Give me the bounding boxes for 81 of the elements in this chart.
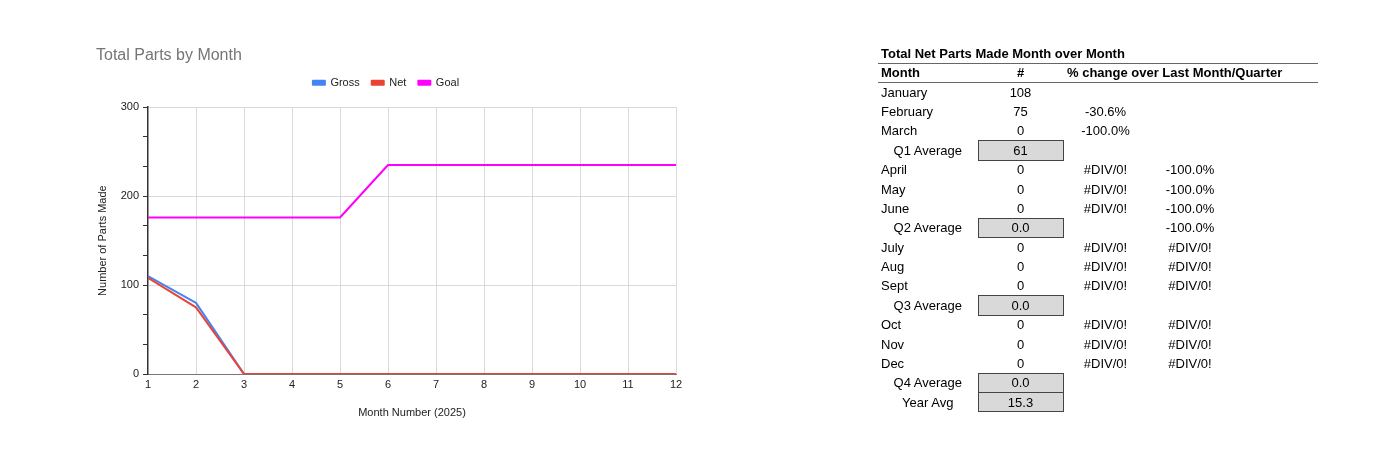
x-tick-label: 2 (192, 377, 200, 390)
category-label: June (880, 199, 911, 218)
category-label: May (880, 180, 907, 199)
data-label: #DIV/0! (1082, 354, 1129, 373)
data-label: -100.0% (1164, 219, 1216, 238)
data-label: 0 (1015, 199, 1026, 218)
data-label: #DIV/0! (1082, 316, 1129, 335)
data-label: #DIV/0! (1082, 277, 1129, 296)
data-label: 61 (978, 140, 1063, 160)
legend-label: Net (389, 75, 407, 88)
data-label: #DIV/0! (1082, 199, 1129, 218)
category-label: Aug (880, 258, 906, 277)
category-label: Sept (880, 277, 909, 296)
x-tick-label: 11 (622, 377, 634, 390)
text: Total Net Parts Made Month over Month (880, 45, 1126, 63)
legend-label: Gross (330, 75, 361, 88)
x-tick-label: 4 (288, 377, 296, 390)
category-label: July (880, 238, 906, 257)
category-label: Q2 Average (892, 219, 963, 238)
x-tick-label: 12 (669, 377, 683, 390)
category-label: Oct (880, 316, 903, 335)
data-label: 0 (1015, 122, 1026, 141)
category-label: Q3 Average (892, 296, 963, 315)
data-label: -100.0% (1164, 161, 1216, 180)
data-label: 0 (1015, 354, 1026, 373)
x-tick-label: 1 (144, 377, 152, 390)
data-label: 0 (1015, 316, 1026, 335)
y-tick-label: 100 (120, 278, 139, 291)
data-label: #DIV/0! (1082, 180, 1129, 199)
data-label: #DIV/0! (1167, 316, 1213, 335)
category-label: Q1 Average (892, 141, 963, 160)
category-label: April (880, 161, 908, 180)
data-label: 15.3 (978, 392, 1063, 412)
x-tick-label: 6 (384, 377, 392, 390)
x-tick-label: 7 (432, 377, 440, 390)
data-label: #DIV/0! (1167, 354, 1213, 373)
x-tick-label: 9 (528, 377, 536, 390)
data-label: 75 (1012, 103, 1029, 122)
data-label: 0 (1015, 180, 1026, 199)
data-label: 0.0 (978, 373, 1063, 393)
data-label: 0 (1015, 238, 1026, 257)
text: # (978, 63, 1063, 83)
data-label: 0.0 (978, 218, 1063, 238)
category-label: Nov (880, 335, 906, 354)
category-label: Dec (880, 354, 906, 373)
data-label: 0 (1015, 161, 1026, 180)
data-label: #DIV/0! (1082, 161, 1129, 180)
legend-label: Goal (435, 75, 460, 88)
data-label: 0 (1015, 335, 1026, 354)
y-axis-title: Number of Parts Made (95, 185, 108, 296)
x-tick-label: 3 (240, 377, 248, 390)
data-label: #DIV/0! (1167, 335, 1213, 354)
data-label: #DIV/0! (1082, 238, 1129, 257)
data-label: -30.6% (1083, 103, 1128, 122)
data-label: #DIV/0! (1167, 238, 1213, 257)
data-label: 108 (1008, 83, 1033, 102)
category-label: March (880, 122, 919, 141)
category-label: Year Avg (901, 393, 955, 412)
x-tick-label: 5 (336, 377, 344, 390)
y-tick-label: 0 (132, 367, 139, 380)
data-label: #DIV/0! (1082, 258, 1129, 277)
data-label: #DIV/0! (1167, 277, 1213, 296)
category-label: February (880, 103, 935, 122)
x-axis-title: Month Number (2025) (358, 406, 466, 419)
y-tick-label: 200 (120, 189, 139, 202)
data-label: #DIV/0! (1082, 335, 1129, 354)
x-tick-label: 8 (480, 377, 488, 390)
category-label: Q4 Average (892, 374, 963, 393)
data-label: #DIV/0! (1167, 258, 1213, 277)
data-label: 0.0 (978, 295, 1063, 315)
data-label: 0 (1015, 258, 1026, 277)
x-tick-label: 10 (573, 377, 587, 390)
chart-title: Total Parts by Month (96, 46, 242, 64)
y-tick-label: 300 (120, 100, 139, 113)
data-label: -100.0% (1164, 180, 1216, 199)
data-label: 0 (1015, 277, 1026, 296)
data-label: -100.0% (1080, 122, 1131, 141)
text: % change over Last Month/Quarter (1063, 63, 1319, 83)
category-label: January (880, 83, 929, 102)
text: Month (878, 63, 978, 83)
data-label: -100.0% (1164, 199, 1216, 218)
